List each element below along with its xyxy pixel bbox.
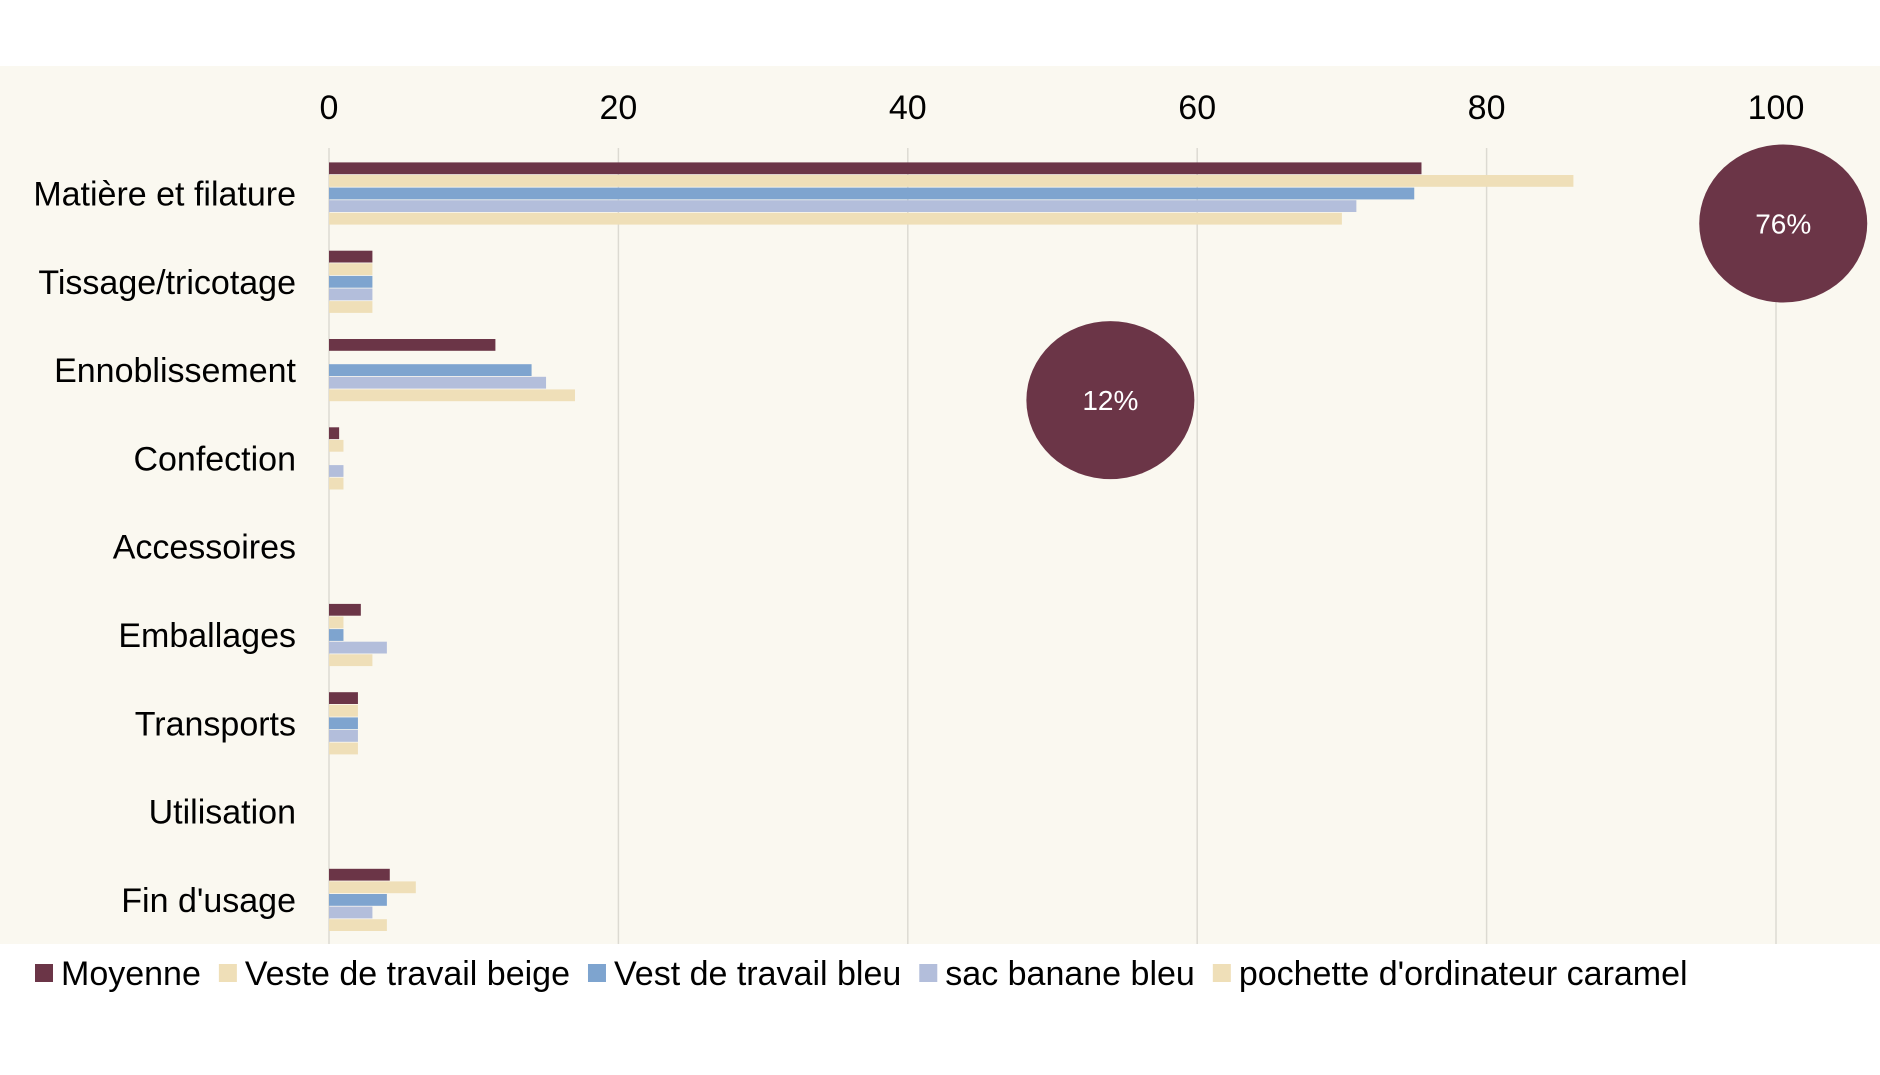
bar — [329, 250, 373, 263]
category-label: Confection — [133, 440, 296, 478]
category-label: Emballages — [118, 617, 296, 655]
category-label: Tissage/tricotage — [38, 264, 296, 302]
bar — [329, 364, 532, 376]
x-tick-label: 40 — [889, 89, 927, 127]
x-tick-label: 0 — [320, 89, 339, 127]
bar — [329, 162, 1422, 175]
legend-swatch — [1212, 964, 1231, 982]
bar — [329, 212, 1342, 225]
legend-swatch — [218, 964, 237, 982]
annotations: 76% 12% — [1026, 144, 1868, 480]
category-label: Transports — [135, 705, 296, 743]
legend: Moyenne Veste de travail beige Vest de tra… — [35, 955, 1688, 993]
category-labels: Matière et filature Tissage/tricotage Enno… — [33, 176, 296, 920]
bar — [329, 339, 496, 351]
category-label: Fin d'usage — [121, 882, 296, 920]
bars — [329, 162, 1574, 931]
bar — [329, 439, 344, 452]
bar — [329, 906, 373, 919]
bar — [329, 389, 575, 402]
bar — [329, 301, 373, 313]
bar — [329, 868, 390, 881]
bar — [329, 641, 387, 654]
bar — [329, 692, 358, 704]
bar — [329, 477, 344, 490]
bar — [329, 730, 358, 742]
bar — [329, 919, 387, 931]
bar — [329, 465, 344, 477]
bar — [329, 742, 358, 755]
annotation-label: 12% — [1082, 385, 1138, 416]
bar — [329, 894, 387, 906]
category-label: Matière et filature — [33, 176, 296, 214]
legend-label: Vest de travail bleu — [614, 955, 901, 993]
bar — [329, 616, 344, 629]
bar — [329, 175, 1574, 187]
legend-label: pochette d'ordinateur caramel — [1239, 955, 1688, 993]
bar — [329, 200, 1357, 212]
x-tick-label: 80 — [1468, 89, 1506, 127]
bar — [329, 717, 358, 730]
legend-swatch — [35, 964, 53, 982]
x-tick-label: 100 — [1748, 89, 1805, 127]
bar — [329, 376, 547, 389]
category-label: Accessoires — [113, 529, 296, 567]
bar — [329, 603, 361, 616]
category-label: Utilisation — [149, 794, 296, 832]
bar — [329, 704, 358, 717]
annotation-label: 76% — [1755, 209, 1811, 240]
annotation-bubble — [1026, 321, 1195, 480]
bar — [329, 427, 340, 440]
bar — [329, 263, 373, 276]
legend-label: sac banane bleu — [945, 955, 1195, 993]
bar — [329, 629, 344, 641]
legend-label: Moyenne — [61, 955, 201, 993]
bar — [329, 275, 373, 288]
bar — [329, 654, 373, 667]
legend-swatch — [587, 964, 606, 982]
x-tick-label: 20 — [599, 89, 637, 127]
bar — [329, 288, 373, 301]
plot-background — [0, 66, 1880, 944]
category-label: Ennoblissement — [54, 352, 296, 390]
bar — [329, 187, 1415, 200]
legend-swatch — [919, 964, 938, 982]
legend-label: Veste de travail beige — [245, 955, 570, 993]
annotation-bubble — [1699, 144, 1868, 303]
bar — [329, 881, 416, 894]
x-tick-label: 60 — [1178, 89, 1216, 127]
x-tick-labels: 0 20 40 60 80 100 — [320, 89, 1805, 127]
